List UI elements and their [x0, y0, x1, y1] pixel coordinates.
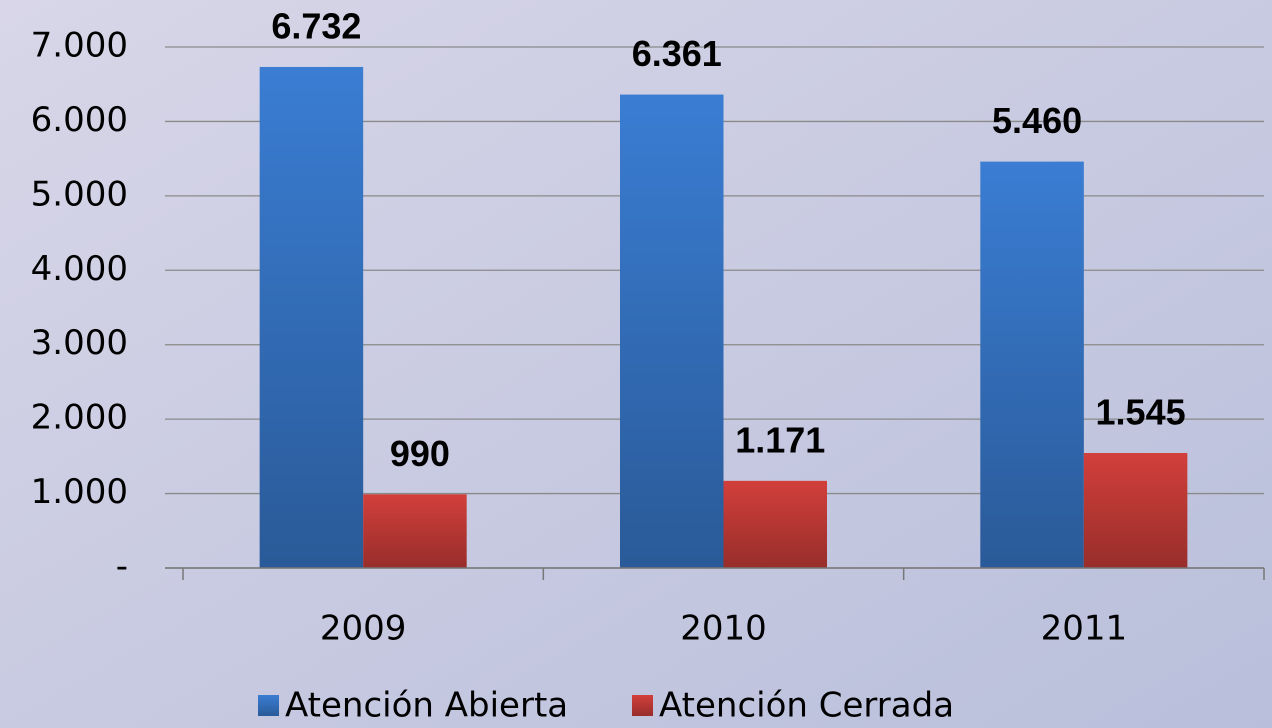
bar: [1083, 453, 1188, 568]
data-label: 1.545: [1096, 392, 1186, 433]
y-tick-label: -: [116, 547, 128, 587]
data-label: 1.171: [735, 419, 825, 460]
legend-label: Atención Abierta: [285, 686, 568, 726]
y-tick-label: 5.000: [31, 174, 128, 214]
y-tick-label: 4.000: [31, 249, 128, 289]
data-label: 5.460: [992, 100, 1082, 141]
bar: [723, 480, 827, 568]
y-tick-label: 3.000: [31, 323, 128, 363]
y-tick-label: 6.000: [31, 100, 128, 140]
x-tick-label: 2009: [320, 609, 407, 649]
legend-swatch-shade: [632, 695, 653, 716]
data-label: 6.361: [632, 33, 722, 74]
data-label: 6.732: [271, 5, 361, 46]
bar: [259, 66, 364, 569]
bar: [363, 494, 467, 568]
x-tick-label: 2011: [1041, 609, 1128, 649]
legend-swatch-shade: [258, 695, 279, 716]
y-tick-label: 1.000: [31, 472, 128, 512]
y-tick-label: 7.000: [31, 26, 128, 66]
bar: [980, 161, 1084, 568]
legend-label: Atención Cerrada: [659, 686, 954, 726]
data-label: 990: [390, 433, 450, 474]
y-tick-label: 2.000: [31, 398, 128, 438]
bar: [620, 94, 724, 568]
x-tick-label: 2010: [680, 609, 767, 649]
